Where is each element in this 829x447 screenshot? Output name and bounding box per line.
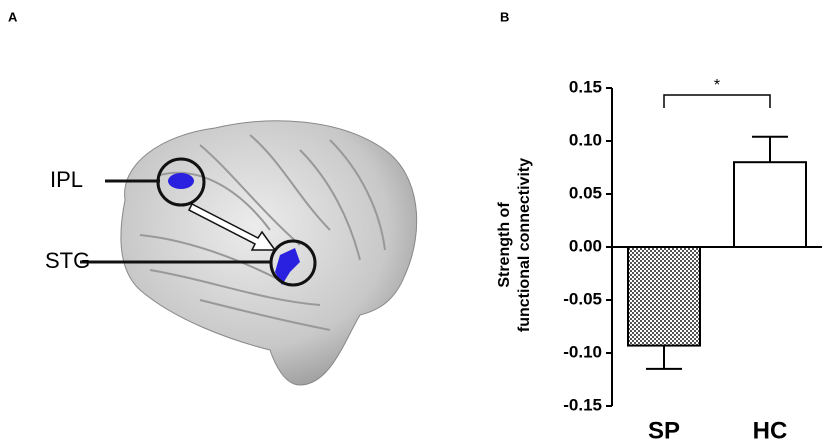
x-tick-label: HC xyxy=(753,417,788,444)
y-tick-label: 0.15 xyxy=(569,77,602,96)
y-axis-label: Strength of xyxy=(496,202,513,288)
brain-image xyxy=(80,120,418,386)
y-tick-label: 0.05 xyxy=(569,183,602,202)
y-tick-label: 0.00 xyxy=(569,236,602,255)
region-label: IPL xyxy=(50,167,83,192)
x-tick-label: SP xyxy=(648,417,680,444)
region-label: STG xyxy=(45,248,90,273)
y-tick-label: -0.15 xyxy=(563,395,602,414)
significance-label: * xyxy=(714,77,720,94)
bar xyxy=(627,246,701,347)
panel-label: A xyxy=(8,9,18,24)
bar xyxy=(733,161,807,248)
panel-label: B xyxy=(500,9,509,24)
y-axis-label: functional connectivity xyxy=(516,158,533,332)
y-tick-label: -0.10 xyxy=(563,342,602,361)
y-tick-label: -0.05 xyxy=(563,289,602,308)
significance-bracket xyxy=(663,94,771,108)
y-tick-label: 0.10 xyxy=(569,130,602,149)
